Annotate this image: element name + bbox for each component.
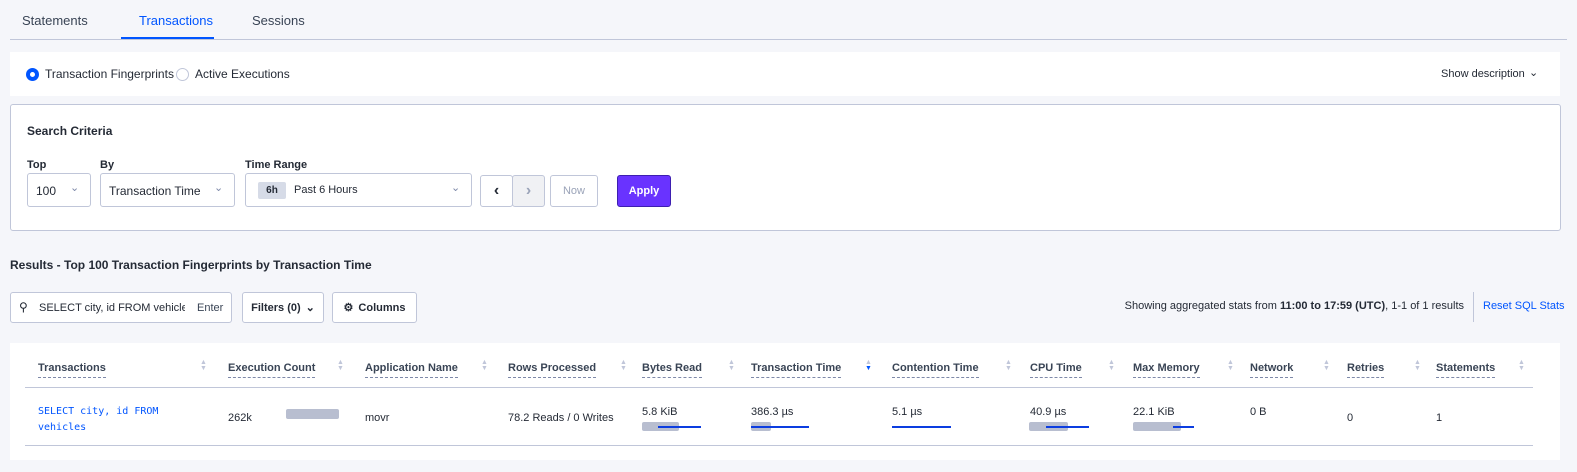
column-header-retries[interactable]: Retries [1347, 362, 1385, 378]
chevron-down-icon: ⌄ [305, 302, 315, 314]
statements: 1 [1436, 412, 1443, 424]
radio-label[interactable]: Transaction Fingerprints [45, 67, 174, 81]
radio-label[interactable]: Active Executions [195, 67, 290, 81]
time-value: Past 6 Hours [294, 184, 358, 196]
next-time-button[interactable]: › [512, 175, 545, 207]
time-range-select[interactable]: 6h Past 6 Hours ⌄ [245, 173, 472, 207]
radio-active-executions[interactable] [176, 68, 189, 81]
sort-icon[interactable]: ▲ ▼ [200, 359, 207, 372]
network: 0 B [1250, 406, 1267, 418]
by-value: Transaction Time [109, 184, 201, 198]
time-badge: 6h [258, 182, 286, 199]
rows-processed: 78.2 Reads / 0 Writes [508, 412, 614, 424]
reset-sql-stats-link[interactable]: Reset SQL Stats [1483, 300, 1565, 312]
stats-range: 11:00 to 17:59 (UTC) [1279, 300, 1386, 312]
search-value: SELECT city, id FROM vehicles W [39, 302, 185, 314]
max-memory-bar [1133, 422, 1181, 431]
stats-summary: Showing aggregated stats from 11:00 to 1… [1125, 300, 1464, 312]
sort-icon[interactable]: ▲ ▼ [728, 359, 735, 372]
search-icon: ⚲ [19, 300, 28, 314]
transactions-table: Transactions ▲ ▼ Execution Count ▲ ▼ Applicati… [10, 343, 1560, 460]
header-divider [25, 387, 1533, 388]
chevron-right-icon: › [525, 182, 532, 199]
tab-statements[interactable]: Statements [22, 13, 88, 28]
columns-label: Columns [358, 301, 406, 314]
bytes-read: 5.8 KiB [642, 406, 678, 418]
top-value: 100 [36, 184, 57, 198]
column-header-statements[interactable]: Statements [1436, 362, 1496, 378]
transaction-time-stddev [751, 426, 809, 428]
stats-prefix: Showing aggregated stats from [1124, 300, 1280, 312]
column-header-rows-processed[interactable]: Rows Processed [508, 362, 597, 378]
top-label: Top [27, 159, 47, 171]
transaction-link[interactable]: SELECT city, id FROM vehicles [38, 406, 159, 433]
radio-transaction-fingerprints[interactable] [26, 68, 39, 81]
column-header-cpu-time[interactable]: CPU Time [1030, 362, 1082, 378]
sort-icon[interactable]: ▲ ▼ [481, 359, 488, 372]
now-button[interactable]: Now [550, 175, 598, 207]
sort-icon[interactable]: ▲ ▼ [1108, 359, 1115, 372]
column-header-contention-time[interactable]: Contention Time [892, 362, 979, 378]
execution-count-bar [286, 409, 339, 419]
sort-icon[interactable]: ▲ ▼ [1323, 359, 1330, 372]
transaction-time: 386.3 µs [751, 406, 794, 418]
show-description-button[interactable]: Show description [1441, 68, 1525, 80]
sort-icon[interactable]: ▲ ▼ [1227, 359, 1234, 372]
enter-button[interactable]: Enter [197, 302, 224, 314]
by-select[interactable]: Transaction Time ⌄ [100, 173, 235, 207]
sort-icon[interactable]: ▲ ▼ [620, 359, 627, 372]
chevron-down-icon: ⌄ [451, 182, 461, 194]
stats-suffix: , 1-1 of 1 results [1385, 300, 1464, 312]
tab-bar: Statements Transactions Sessions [10, 0, 1567, 40]
sort-icon[interactable]: ▲ ▼ [337, 359, 344, 372]
contention-time: 5.1 µs [892, 406, 923, 418]
retries: 0 [1347, 412, 1354, 424]
sort-icon[interactable]: ▲ ▼ [865, 359, 872, 372]
column-header-max-memory[interactable]: Max Memory [1133, 362, 1200, 378]
chevron-down-icon[interactable]: ⌄ [1529, 67, 1539, 79]
search-input[interactable]: ⚲ SELECT city, id FROM vehicles W Enter [10, 292, 232, 323]
application-name: movr [365, 412, 390, 424]
results-title: Results - Top 100 Transaction Fingerprin… [10, 258, 372, 272]
search-criteria: Search Criteria Top 100 ⌄ By Transaction … [10, 104, 1561, 231]
columns-button[interactable]: ⚙ Columns [332, 292, 417, 323]
gear-icon: ⚙ [343, 302, 354, 314]
column-header-bytes-read[interactable]: Bytes Read [642, 362, 702, 378]
column-header-network[interactable]: Network [1250, 362, 1294, 378]
cpu-time: 40.9 µs [1030, 406, 1067, 418]
sort-icon[interactable]: ▲ ▼ [1005, 359, 1012, 372]
max-memory-stddev [1173, 426, 1194, 428]
max-memory: 22.1 KiB [1133, 406, 1175, 418]
apply-button[interactable]: Apply [617, 175, 671, 207]
row-divider [25, 445, 1533, 446]
cpu-time-stddev [1046, 426, 1089, 428]
by-label: By [100, 159, 115, 171]
chevron-down-icon: ⌄ [70, 182, 80, 194]
column-header-application-name[interactable]: Application Name [365, 362, 458, 378]
filters-button[interactable]: Filters (0) ⌄ [242, 292, 324, 323]
filters-label: Filters (0) [251, 301, 301, 314]
execution-count: 262k [228, 412, 252, 424]
top-select[interactable]: 100 ⌄ [27, 173, 91, 207]
view-selector: Transaction Fingerprints Active Executio… [10, 52, 1560, 96]
tab-transactions[interactable]: Transactions [139, 13, 213, 28]
column-header-transactions[interactable]: Transactions [38, 362, 106, 378]
search-criteria-title: Search Criteria [27, 124, 113, 138]
sort-icon[interactable]: ▲ ▼ [1414, 359, 1421, 372]
active-tab-indicator [121, 37, 214, 39]
tab-sessions[interactable]: Sessions [252, 13, 305, 28]
time-range-label: Time Range [245, 159, 308, 171]
chevron-down-icon: ⌄ [214, 182, 224, 194]
column-header-transaction-time[interactable]: Transaction Time [751, 362, 842, 378]
column-header-execution-count[interactable]: Execution Count [228, 362, 316, 378]
sort-icon[interactable]: ▲ ▼ [1518, 359, 1525, 372]
contention-time-stddev [892, 426, 951, 428]
bytes-read-stddev [658, 426, 701, 428]
previous-time-button[interactable]: ‹ [480, 175, 513, 207]
chevron-left-icon: ‹ [493, 182, 500, 199]
divider [1473, 292, 1474, 322]
